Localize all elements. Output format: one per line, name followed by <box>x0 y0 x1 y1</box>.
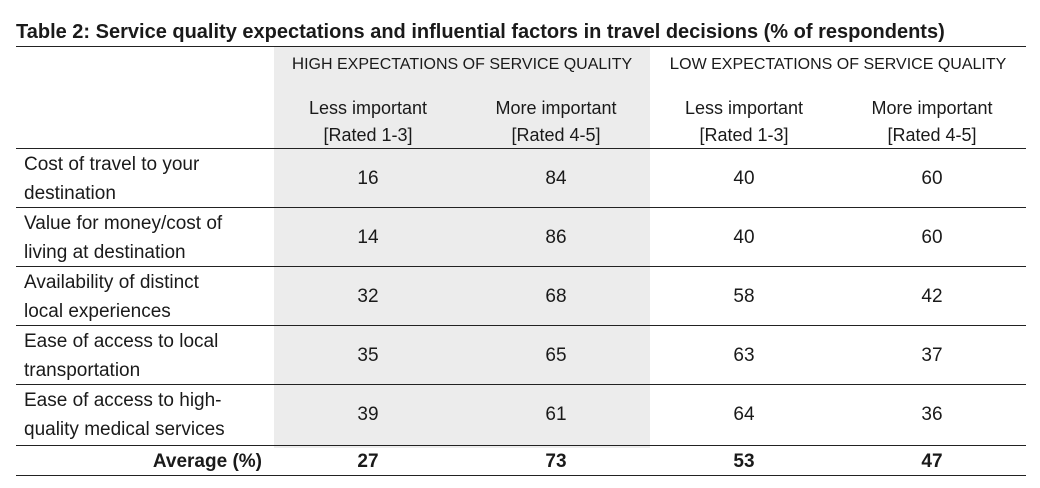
table-cell: 40 <box>733 227 755 248</box>
row-label-local-experiences: Availability of distinct local experienc… <box>24 268 272 326</box>
group-header-high: HIGH EXPECTATIONS OF SERVICE QUALITY <box>291 54 633 73</box>
title-rule <box>16 46 1026 47</box>
table-title: Table 2: Service quality expectations an… <box>16 21 945 43</box>
row-label-line: quality medical services <box>24 419 225 440</box>
table-cell: 65 <box>545 345 567 366</box>
group-header-low: LOW EXPECTATIONS OF SERVICE QUALITY <box>669 54 1007 73</box>
subheader-line: [Rated 4-5] <box>887 125 977 145</box>
row-rule <box>16 384 1026 385</box>
subheader-line: [Rated 1-3] <box>323 125 413 145</box>
row-label-line: Value for money/cost of <box>24 213 223 234</box>
table-cell: 60 <box>921 227 943 248</box>
row-label-line: Availability of distinct <box>24 272 199 293</box>
row-label-line: living at destination <box>24 242 186 263</box>
table-cell: 37 <box>921 345 943 366</box>
average-cell: 47 <box>921 451 943 472</box>
subheader-high-less: Less important [Rated 1-3] <box>278 95 458 149</box>
subheader-low-more: More important [Rated 4-5] <box>842 95 1022 149</box>
table-cell: 60 <box>921 168 943 189</box>
row-label-local-transportation: Ease of access to local transportation <box>24 327 272 385</box>
subheader-line: [Rated 1-3] <box>699 125 789 145</box>
table-cell: 14 <box>357 227 379 248</box>
row-label-value-for-money: Value for money/cost of living at destin… <box>24 209 272 267</box>
table-cell: 42 <box>921 286 943 307</box>
row-rule <box>16 266 1026 267</box>
table-cell: 84 <box>545 168 567 189</box>
table-cell: 61 <box>545 404 567 425</box>
table-cell: 39 <box>357 404 379 425</box>
average-cell: 53 <box>733 451 755 472</box>
table-cell: 86 <box>545 227 567 248</box>
table-cell: 36 <box>921 404 943 425</box>
subheader-line: [Rated 4-5] <box>511 125 601 145</box>
table-cell: 35 <box>357 345 379 366</box>
row-rule <box>16 207 1026 208</box>
table-cell: 16 <box>357 168 379 189</box>
table-cell: 32 <box>357 286 379 307</box>
subheader-line: Less important <box>684 98 804 118</box>
table-cell: 64 <box>733 404 755 425</box>
row-label-line: transportation <box>24 360 141 381</box>
table-cell: 40 <box>733 168 755 189</box>
row-label-line: Cost of travel to your <box>24 154 200 175</box>
bottom-rule <box>16 475 1026 476</box>
row-label-line: local experiences <box>24 301 171 322</box>
subheader-line: Less important <box>308 98 428 118</box>
subheader-line: More important <box>871 98 993 118</box>
row-rule <box>16 325 1026 326</box>
row-label-line: Ease of access to high- <box>24 390 222 411</box>
row-label-medical-services: Ease of access to high- quality medical … <box>24 386 272 444</box>
header-rule <box>16 148 1026 149</box>
row-label-line: destination <box>24 183 116 204</box>
average-label: Average (%) <box>152 451 262 472</box>
table-cell: 58 <box>733 286 755 307</box>
row-label-cost-of-travel: Cost of travel to your destination <box>24 150 272 208</box>
average-cell: 27 <box>357 451 379 472</box>
subheader-line: More important <box>495 98 617 118</box>
row-label-line: Ease of access to local <box>24 331 219 352</box>
subheader-low-less: Less important [Rated 1-3] <box>654 95 834 149</box>
average-cell: 73 <box>545 451 567 472</box>
row-rule <box>16 445 1026 446</box>
subheader-high-more: More important [Rated 4-5] <box>466 95 646 149</box>
table-cell: 63 <box>733 345 755 366</box>
table-cell: 68 <box>545 286 567 307</box>
high-group-shading <box>274 47 650 448</box>
